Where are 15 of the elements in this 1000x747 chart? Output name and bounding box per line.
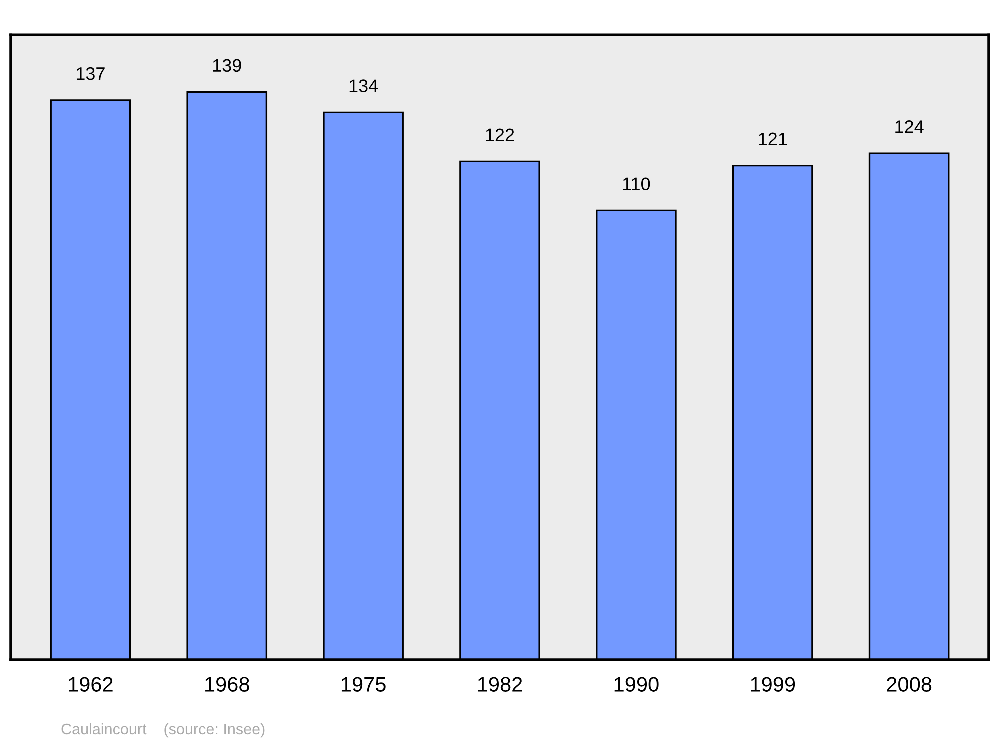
x-tick-label: 1990 bbox=[614, 677, 659, 692]
text: Caulaincourt (source: Insee) bbox=[62, 723, 265, 738]
x-tick-label: 2008 bbox=[887, 677, 932, 692]
data-label: 124 bbox=[896, 120, 924, 134]
data-label: 110 bbox=[623, 178, 650, 190]
data-label: 134 bbox=[350, 80, 378, 92]
data-label: 122 bbox=[486, 128, 514, 142]
x-tick-label: 1982 bbox=[478, 677, 522, 692]
x-tick-label: 1999 bbox=[751, 677, 796, 692]
data-label: 121 bbox=[759, 132, 788, 146]
data-label: 137 bbox=[76, 67, 105, 80]
data-label: 139 bbox=[213, 59, 242, 72]
x-tick-label: 1975 bbox=[342, 677, 386, 692]
x-tick-label: 1962 bbox=[69, 677, 113, 692]
x-tick-label: 1968 bbox=[206, 677, 250, 692]
